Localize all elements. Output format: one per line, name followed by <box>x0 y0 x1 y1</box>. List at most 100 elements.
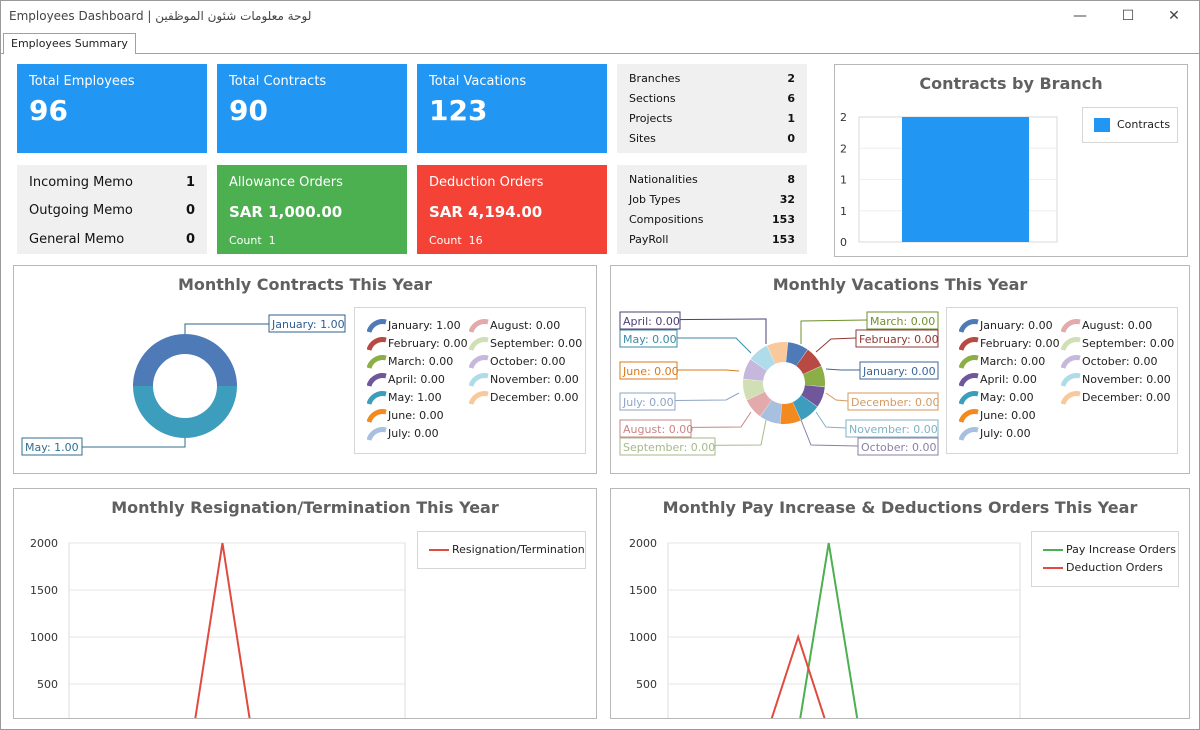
donut-slice-september <box>743 379 765 400</box>
legend-arc-icon <box>1061 337 1081 351</box>
legend-arc-icon <box>1061 373 1081 387</box>
memo-label: Outgoing Memo <box>29 203 133 218</box>
legend-line <box>1043 567 1063 569</box>
legend-arc <box>959 319 979 333</box>
legend-label: November: 0.00 <box>490 373 579 386</box>
legend-arc-icon <box>367 319 387 333</box>
donut-slice-january <box>133 333 237 386</box>
legend-arc-icon <box>959 319 979 333</box>
callout-box <box>847 392 939 411</box>
legend-item-february: February: 0.00 <box>959 337 1060 351</box>
legend-arc-icon <box>959 427 979 441</box>
memo-value: 0 <box>185 203 195 218</box>
legend-arc <box>367 355 387 369</box>
callout-label: April: 0.00 <box>623 315 680 328</box>
tab-employees-summary[interactable]: Employees Summary <box>3 33 136 55</box>
deduction-orders-tile[interactable]: Deduction Orders SAR 4,194.00 Count 16 <box>417 165 607 254</box>
chart-title: Monthly Resignation/Termination This Yea… <box>111 498 499 517</box>
legend-arc <box>1061 319 1081 333</box>
legend-label: March: 0.00 <box>388 355 454 368</box>
callout-label: May: 1.00 <box>25 441 79 454</box>
legend-arc <box>1061 391 1081 405</box>
callout-label: September: 0.00 <box>623 441 715 454</box>
dashboard-content: Total Employees 96 Total Contracts 90 To… <box>1 54 1199 729</box>
legend-arc <box>469 391 489 405</box>
legend-item-february: February: 0.00 <box>367 337 468 351</box>
legend-label: January: 1.00 <box>388 319 461 332</box>
legend-arc-icon <box>367 337 387 351</box>
legend-arc <box>367 427 387 441</box>
legend-item-july: July: 0.00 <box>367 427 439 441</box>
allowance-orders-tile[interactable]: Allowance Orders SAR 1,000.00 Count 1 <box>217 165 407 254</box>
legend-label: September: 0.00 <box>490 337 583 350</box>
legend-arc-icon <box>469 355 489 369</box>
memo-value: 0 <box>185 232 195 247</box>
legend-item-september: September: 0.00 <box>469 337 583 351</box>
stat-label: Sections <box>629 92 676 105</box>
callout-leader <box>800 319 868 344</box>
pay-legend: Pay Increase Orders Deduction Orders <box>1031 531 1179 587</box>
legend-label: January: 0.00 <box>980 319 1053 332</box>
total-employees-value: 96 <box>29 94 68 127</box>
allowance-label: Allowance Orders <box>229 175 343 190</box>
stat-label: Job Types <box>629 193 681 206</box>
callout-label: July: 0.00 <box>622 396 674 409</box>
legend-label: June: 0.00 <box>980 409 1036 422</box>
legend-swatch <box>1094 118 1110 132</box>
legend-label: April: 0.00 <box>388 373 445 386</box>
y-tick-label: 1000 <box>629 631 657 644</box>
legend-arc-icon <box>959 409 979 423</box>
callout-box <box>855 329 939 348</box>
stat-value: 153 <box>772 213 795 226</box>
total-vacations-tile[interactable]: Total Vacations 123 <box>417 64 607 153</box>
legend-label: Resignation/Termination <box>452 543 585 556</box>
legend-arc-icon <box>1061 319 1081 333</box>
chart-title: Monthly Pay Increase & Deductions Orders… <box>662 498 1138 517</box>
legend-item-july: July: 0.00 <box>959 427 1031 441</box>
count-label: Count <box>229 234 262 247</box>
legend-label: Pay Increase Orders <box>1066 543 1176 556</box>
donut-slice-march <box>803 366 825 387</box>
legend-arc <box>1061 373 1081 387</box>
maximize-button[interactable]: ☐ <box>1121 8 1135 24</box>
legend-label: July: 0.00 <box>980 427 1031 440</box>
close-button[interactable]: ✕ <box>1168 8 1180 24</box>
bar <box>902 117 1029 242</box>
legend-item-march: March: 0.00 <box>367 355 454 369</box>
callout-box <box>619 437 716 456</box>
legend-label: May: 0.00 <box>980 391 1034 404</box>
stat-value: 1 <box>787 112 795 125</box>
count-value: 16 <box>468 234 483 247</box>
legend-label: March: 0.00 <box>980 355 1046 368</box>
donut-slice-december <box>767 342 788 364</box>
legend-item-november: November: 0.00 <box>1061 373 1171 387</box>
total-contracts-label: Total Contracts <box>229 74 327 89</box>
legend-line <box>1043 549 1063 551</box>
legend-arc-icon <box>469 391 489 405</box>
legend-arc-icon <box>367 373 387 387</box>
stat-value: 153 <box>772 233 795 246</box>
total-employees-tile[interactable]: Total Employees 96 <box>17 64 207 153</box>
callout-label: October: 0.00 <box>861 441 937 454</box>
legend-label: May: 1.00 <box>388 391 442 404</box>
minimize-button[interactable]: — <box>1073 8 1087 24</box>
org-stats-tile: Branches 2 Sections 6 Projects 1 Sites 0 <box>617 64 807 153</box>
callout-box <box>857 437 939 456</box>
deduction-count: Count 16 <box>429 234 483 247</box>
legend-arc-icon <box>959 337 979 351</box>
legend-arc <box>1061 337 1081 351</box>
stat-value: 2 <box>787 72 795 85</box>
branch-chart-legend: Contracts <box>1082 107 1178 143</box>
legend-item-january: January: 1.00 <box>367 319 461 333</box>
legend-item-december: December: 0.00 <box>1061 391 1171 405</box>
contracts-by-branch-panel: Contracts by Branch 0 1 1 2 2 Contracts <box>834 64 1188 257</box>
contracts-by-branch-chart: 0 1 1 2 2 <box>840 111 1058 249</box>
stat-label: Branches <box>629 72 681 85</box>
callout-label: May: 0.00 <box>623 333 677 346</box>
callout-box <box>845 419 939 438</box>
total-contracts-tile[interactable]: Total Contracts 90 <box>217 64 407 153</box>
callout-leader <box>825 368 860 371</box>
legend-arc-icon <box>367 391 387 405</box>
donut-slice-november <box>750 345 776 371</box>
